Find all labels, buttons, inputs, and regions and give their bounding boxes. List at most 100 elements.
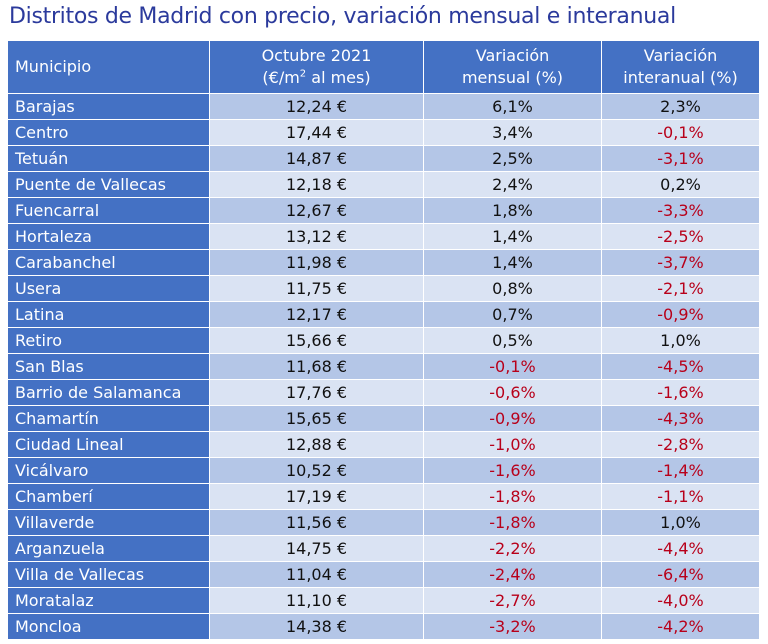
cell-interanual: -2,1% xyxy=(601,275,760,302)
cell-interanual: -4,4% xyxy=(601,535,760,562)
cell-municipio: Barajas xyxy=(7,93,210,120)
cell-precio: 11,98 € xyxy=(209,249,424,276)
cell-municipio: Centro xyxy=(7,119,210,146)
cell-mensual: 1,4% xyxy=(423,223,602,250)
table-row: Carabanchel 11,98 €1,4% -3,7% xyxy=(7,249,760,276)
table-row: Moncloa 14,38 € -3,2% -4,2% xyxy=(7,613,760,640)
cell-municipio: Chamartín xyxy=(7,405,210,432)
header-precio-line2b: al mes) xyxy=(306,68,371,87)
table-row: Chamberí 17,19 € -1,8% -1,1% xyxy=(7,483,760,510)
table-row: Barrio de Salamanca 17,76 € -0,6% -1,6% xyxy=(7,379,760,406)
cell-interanual: -2,5% xyxy=(601,223,760,250)
cell-precio: 11,68 € xyxy=(209,353,424,380)
cell-mensual: -1,6% xyxy=(423,457,602,484)
cell-municipio: Latina xyxy=(7,301,210,328)
cell-municipio: Tetuán xyxy=(7,145,210,172)
cell-precio: 17,76 € xyxy=(209,379,424,406)
table-row: Puente de Vallecas 12,18 €2,4% 0,2% xyxy=(7,171,760,198)
cell-interanual: -3,1% xyxy=(601,145,760,172)
cell-mensual: -1,8% xyxy=(423,483,602,510)
cell-municipio: Ciudad Lineal xyxy=(7,431,210,458)
cell-interanual: -1,1% xyxy=(601,483,760,510)
header-row: Municipio Octubre 2021 (€/m2 al mes) Var… xyxy=(7,40,760,94)
cell-precio: 17,44 € xyxy=(209,119,424,146)
cell-mensual: 6,1% xyxy=(423,93,602,120)
cell-interanual: -6,4% xyxy=(601,561,760,588)
cell-precio: 14,87 € xyxy=(209,145,424,172)
cell-municipio: Vicálvaro xyxy=(7,457,210,484)
table-row: Moratalaz 11,10 € -2,7% -4,0% xyxy=(7,587,760,614)
table-row: Usera 11,75 €0,8% -2,1% xyxy=(7,275,760,302)
cell-mensual: -2,2% xyxy=(423,535,602,562)
cell-municipio: Arganzuela xyxy=(7,535,210,562)
cell-mensual: -2,4% xyxy=(423,561,602,588)
cell-mensual: 3,4% xyxy=(423,119,602,146)
table-row: Centro 17,44 €3,4% -0,1% xyxy=(7,119,760,146)
table-row: Arganzuela 14,75 € -2,2% -4,4% xyxy=(7,535,760,562)
table-row: Chamartín 15,65 € -0,9% -4,3% xyxy=(7,405,760,432)
cell-mensual: -1,8% xyxy=(423,509,602,536)
table-body: Barajas 12,24 €6,1% 2,3% Centro 17,44 €3,4% -… xyxy=(7,93,760,640)
cell-precio: 10,52 € xyxy=(209,457,424,484)
cell-precio: 12,88 € xyxy=(209,431,424,458)
header-mensual-line2: mensual (%) xyxy=(461,68,564,87)
cell-interanual: -4,2% xyxy=(601,613,760,640)
cell-mensual: -2,7% xyxy=(423,587,602,614)
cell-mensual: 1,4% xyxy=(423,249,602,276)
header-interanual-line1: Variación xyxy=(643,46,718,65)
cell-interanual: -2,8% xyxy=(601,431,760,458)
cell-mensual: 0,8% xyxy=(423,275,602,302)
header-municipio-label: Municipio xyxy=(15,57,92,76)
cell-interanual: -3,3% xyxy=(601,197,760,224)
cell-municipio: Hortaleza xyxy=(7,223,210,250)
cell-precio: 11,04 € xyxy=(209,561,424,588)
cell-interanual: -1,4% xyxy=(601,457,760,484)
cell-interanual: 1,0% xyxy=(601,327,760,354)
cell-precio: 15,65 € xyxy=(209,405,424,432)
header-precio: Octubre 2021 (€/m2 al mes) xyxy=(209,40,424,94)
cell-precio: 11,10 € xyxy=(209,587,424,614)
table-title: Distritos de Madrid con precio, variació… xyxy=(9,4,676,29)
cell-interanual: 0,2% xyxy=(601,171,760,198)
cell-precio: 13,12 € xyxy=(209,223,424,250)
header-interanual: Variación interanual (%) xyxy=(601,40,760,94)
table-row: Barajas 12,24 €6,1% 2,3% xyxy=(7,93,760,120)
cell-mensual: 1,8% xyxy=(423,197,602,224)
table-row: Fuencarral 12,67 €1,8% -3,3% xyxy=(7,197,760,224)
cell-precio: 12,17 € xyxy=(209,301,424,328)
cell-precio: 11,56 € xyxy=(209,509,424,536)
cell-mensual: 0,5% xyxy=(423,327,602,354)
header-mensual: Variación mensual (%) xyxy=(423,40,602,94)
cell-interanual: -4,3% xyxy=(601,405,760,432)
cell-municipio: San Blas xyxy=(7,353,210,380)
cell-interanual: -0,1% xyxy=(601,119,760,146)
table-row: Tetuán 14,87 €2,5% -3,1% xyxy=(7,145,760,172)
table-row: Vicálvaro 10,52 € -1,6% -1,4% xyxy=(7,457,760,484)
cell-interanual: 1,0% xyxy=(601,509,760,536)
cell-municipio: Chamberí xyxy=(7,483,210,510)
cell-precio: 17,19 € xyxy=(209,483,424,510)
cell-municipio: Fuencarral xyxy=(7,197,210,224)
cell-mensual: -1,0% xyxy=(423,431,602,458)
cell-municipio: Villaverde xyxy=(7,509,210,536)
cell-mensual: -0,1% xyxy=(423,353,602,380)
cell-interanual: -0,9% xyxy=(601,301,760,328)
cell-municipio: Puente de Vallecas xyxy=(7,171,210,198)
header-mensual-line1: Variación xyxy=(475,46,550,65)
table-row: San Blas 11,68 € -0,1% -4,5% xyxy=(7,353,760,380)
cell-mensual: -0,6% xyxy=(423,379,602,406)
table-row: Villaverde 11,56 € -1,8% 1,0% xyxy=(7,509,760,536)
header-interanual-line2: interanual (%) xyxy=(623,68,738,87)
cell-municipio: Moncloa xyxy=(7,613,210,640)
cell-precio: 15,66 € xyxy=(209,327,424,354)
cell-precio: 12,67 € xyxy=(209,197,424,224)
header-precio-sup: 2 xyxy=(299,68,307,80)
cell-precio: 14,38 € xyxy=(209,613,424,640)
cell-mensual: 0,7% xyxy=(423,301,602,328)
cell-mensual: -0,9% xyxy=(423,405,602,432)
table-row: Ciudad Lineal 12,88 € -1,0% -2,8% xyxy=(7,431,760,458)
cell-municipio: Moratalaz xyxy=(7,587,210,614)
cell-precio: 12,24 € xyxy=(209,93,424,120)
cell-interanual: -3,7% xyxy=(601,249,760,276)
table-row: Retiro 15,66 €0,5% 1,0% xyxy=(7,327,760,354)
